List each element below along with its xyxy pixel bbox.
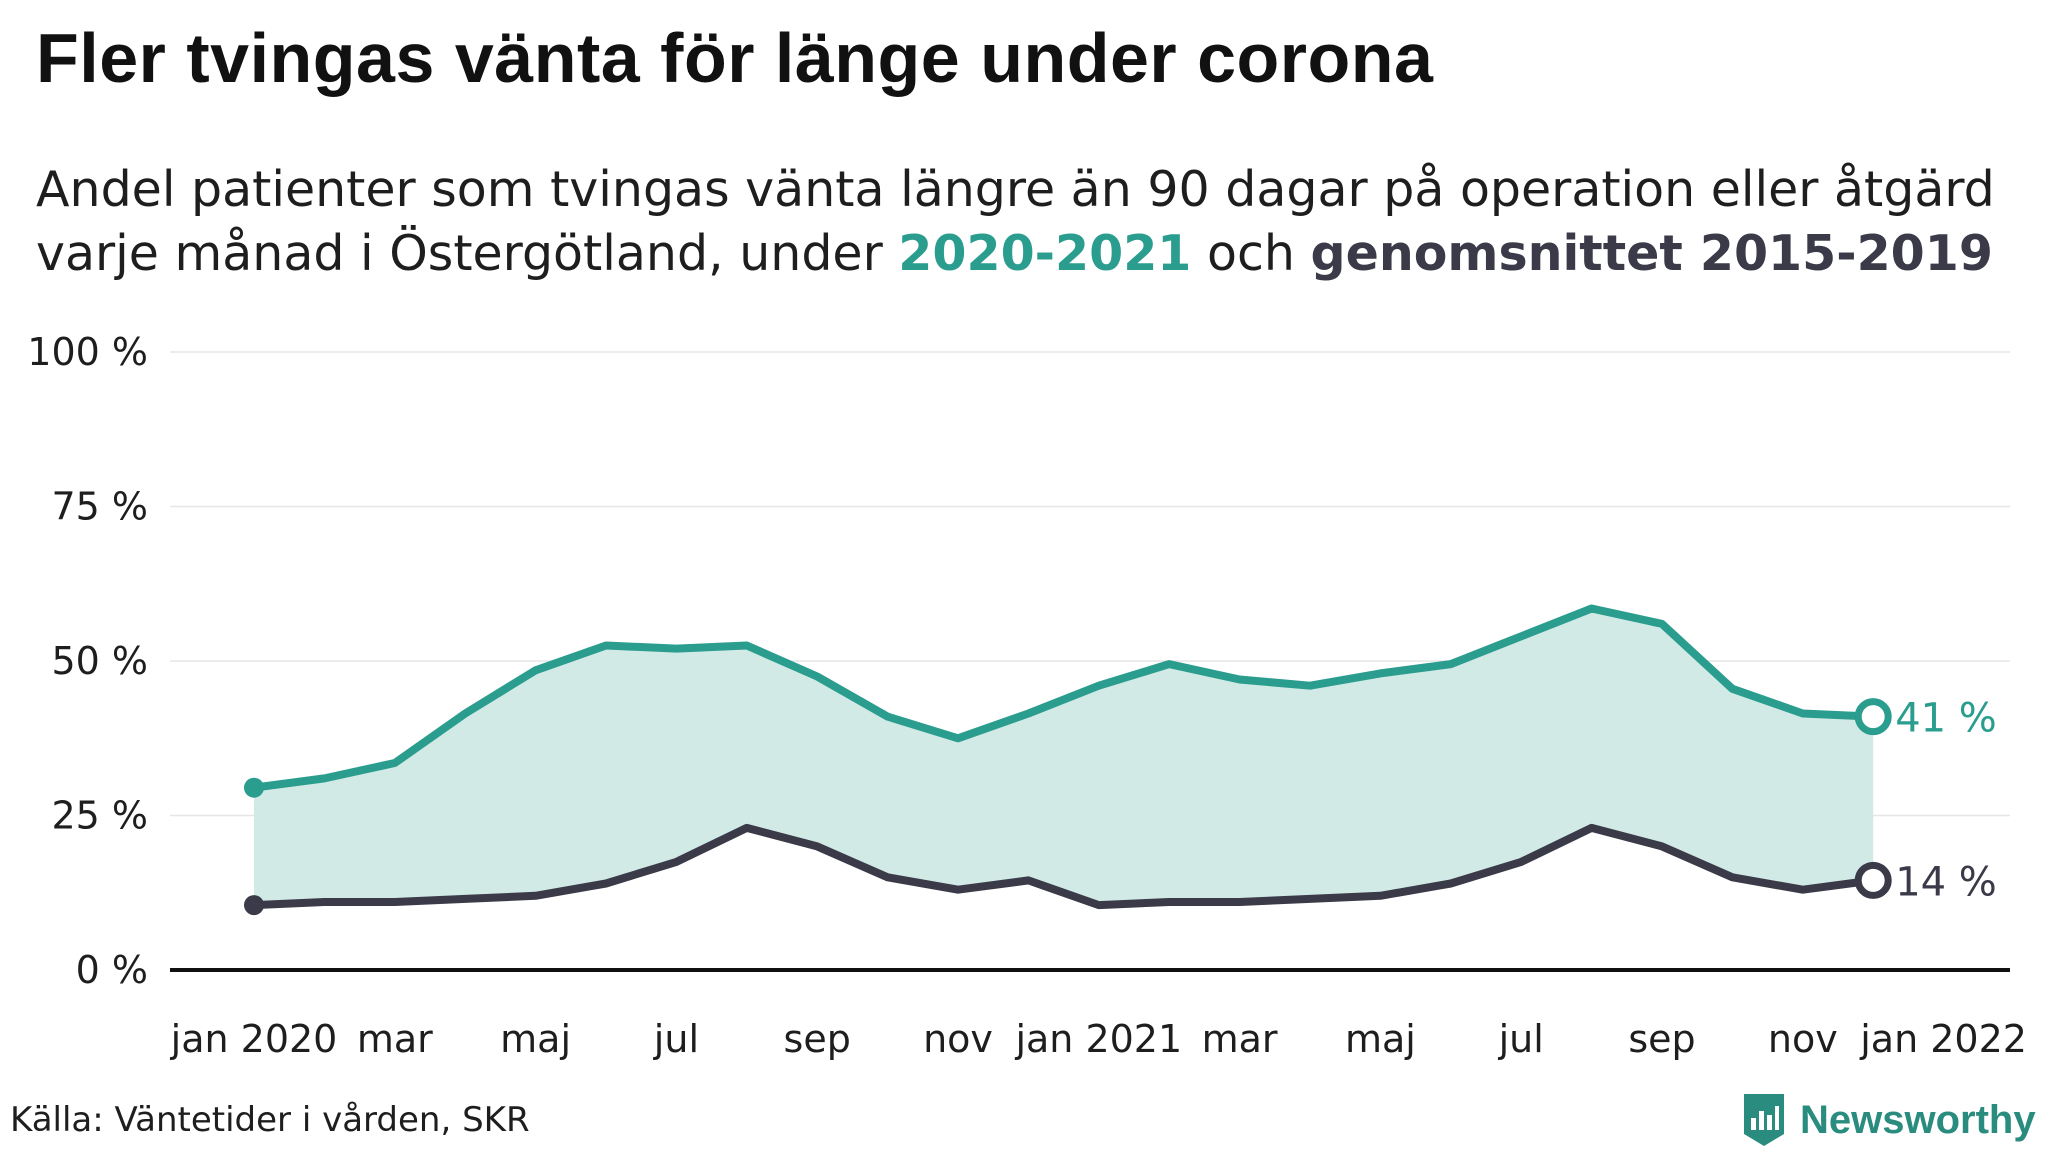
x-tick-label: maj <box>500 1017 571 1061</box>
x-tick-label: sep <box>784 1017 851 1061</box>
series-line-average-2015-2019 <box>250 823 1878 910</box>
x-tick-label: maj <box>1345 1017 1416 1061</box>
y-tick-label: 100 % <box>27 330 148 374</box>
series-end-label: 14 % <box>1895 859 1997 905</box>
x-tick-label: mar <box>1202 1017 1278 1061</box>
brand-name: Newsworthy <box>1800 1097 2036 1142</box>
source-note: Källa: Väntetider i vården, SKR <box>10 1100 530 1140</box>
x-tick-label: nov <box>1768 1017 1838 1061</box>
chart-subtitle: Andel patienter som tvingas vänta längre… <box>36 158 2036 286</box>
brand: Newsworthy <box>1742 1092 2036 1148</box>
subtitle-highlight-current: 2020-2021 <box>898 225 1192 282</box>
x-tick-label: jul <box>1498 1017 1544 1061</box>
series-line-2020-2021 <box>250 604 1878 792</box>
chart-title: Fler tvingas vänta för länge under coron… <box>36 19 1434 97</box>
series-start-point <box>244 777 264 798</box>
series-end-point <box>1854 861 1892 899</box>
x-axis-ticks: jan 2020 mar maj jul sep nov jan 2021 mar maj jul… <box>170 1017 2027 1061</box>
x-tick-label: jan 2021 <box>1014 1017 1182 1061</box>
subtitle-line-2: varje månad i Östergötland, under 2020-2… <box>36 222 2036 286</box>
series-end-point <box>1854 698 1892 736</box>
subtitle-middle: och <box>1191 225 1311 282</box>
x-tick-label: jan 2020 <box>170 1017 338 1061</box>
subtitle-line-1: Andel patienter som tvingas vänta längre… <box>36 161 1995 218</box>
newsworthy-logo-icon <box>1744 1094 1784 1146</box>
end-labels: 41 % 14 % <box>1895 696 1997 906</box>
x-tick-label: jul <box>653 1017 699 1061</box>
x-tick-label: sep <box>1628 1017 1695 1061</box>
series-group <box>244 604 1892 916</box>
series-start-point <box>244 895 264 916</box>
x-tick-label: nov <box>923 1017 993 1061</box>
shaded-difference-area <box>254 608 1874 906</box>
y-tick-label: 25 % <box>51 794 148 838</box>
y-tick-label: 0 % <box>76 948 148 992</box>
subtitle-highlight-average: genomsnittet 2015-2019 <box>1310 225 1993 282</box>
x-tick-label: jan 2022 <box>1859 1017 2027 1061</box>
x-tick-label: mar <box>357 1017 433 1061</box>
y-tick-label: 50 % <box>51 639 148 683</box>
y-axis-ticks: 0 % 25 % 50 % 75 % 100 % <box>27 330 148 992</box>
y-tick-label: 75 % <box>51 485 148 529</box>
subtitle-prefix: varje månad i Östergötland, under <box>36 225 899 282</box>
series-end-label: 41 % <box>1895 696 1997 742</box>
